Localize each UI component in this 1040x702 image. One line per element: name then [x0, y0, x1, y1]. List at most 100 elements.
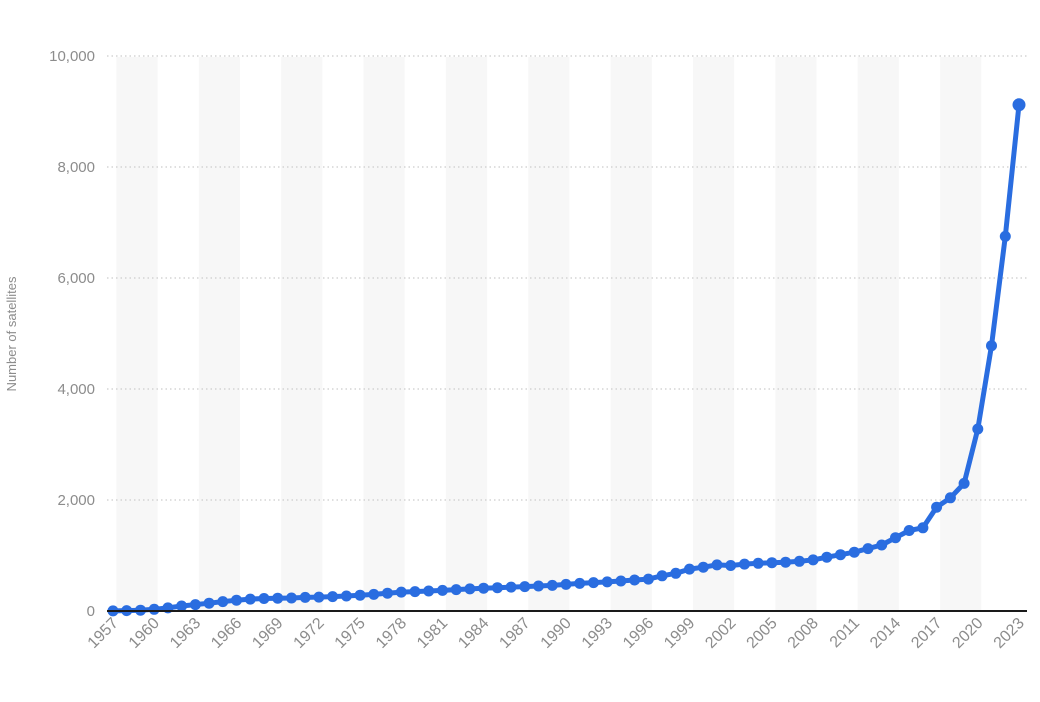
- data-point-1974[interactable]: [340, 590, 352, 602]
- background-band: [528, 57, 570, 611]
- data-point-2016[interactable]: [917, 522, 929, 534]
- data-point-1993[interactable]: [601, 576, 613, 588]
- data-point-2012[interactable]: [862, 543, 874, 555]
- data-point-2009[interactable]: [821, 551, 833, 563]
- background-band: [775, 57, 817, 611]
- data-point-2017[interactable]: [931, 501, 943, 513]
- data-point-1973[interactable]: [327, 591, 339, 603]
- x-tick-label: 1966: [208, 615, 245, 652]
- x-tick-label: 2014: [867, 615, 904, 652]
- x-tick-label: 2002: [702, 615, 739, 652]
- y-tick-label: 10,000: [49, 48, 95, 65]
- x-tick-label: 1987: [496, 615, 533, 652]
- data-point-1976[interactable]: [368, 588, 380, 600]
- data-point-2008[interactable]: [807, 554, 819, 566]
- data-point-1965[interactable]: [217, 596, 229, 608]
- y-tick-label: 0: [87, 603, 95, 620]
- data-point-1975[interactable]: [354, 589, 366, 601]
- data-point-1977[interactable]: [382, 587, 393, 599]
- data-point-2007[interactable]: [793, 555, 805, 567]
- data-point-1991[interactable]: [574, 577, 586, 589]
- data-point-1972[interactable]: [313, 591, 325, 603]
- x-tick-label: 1975: [332, 615, 369, 652]
- x-tick-label: 1972: [291, 615, 328, 652]
- data-point-1982[interactable]: [450, 584, 462, 596]
- data-point-1987[interactable]: [519, 581, 531, 593]
- y-axis-tick-labels: 0 2,000 4,000 6,000 8,000 10,000: [49, 48, 95, 620]
- data-point-2002[interactable]: [725, 560, 737, 571]
- data-point-1994[interactable]: [615, 575, 627, 587]
- data-point-1999[interactable]: [684, 563, 695, 575]
- gridlines: [107, 55, 1027, 501]
- data-point-2023[interactable]: [1012, 98, 1026, 112]
- data-point-1963[interactable]: [189, 599, 201, 611]
- x-tick-label: 2005: [744, 615, 781, 652]
- x-tick-label: 1981: [414, 615, 451, 652]
- x-tick-label: 2011: [827, 615, 863, 651]
- background-band: [857, 57, 899, 611]
- data-point-1985[interactable]: [491, 582, 503, 594]
- data-point-1980[interactable]: [423, 585, 435, 597]
- y-tick-label: 4,000: [57, 381, 95, 398]
- background-band: [281, 57, 323, 611]
- x-tick-label: 2020: [949, 615, 986, 652]
- data-point-2018[interactable]: [944, 492, 956, 504]
- y-axis-title: Number of satellites: [4, 276, 19, 391]
- data-point-2011[interactable]: [848, 546, 860, 558]
- data-point-1969[interactable]: [272, 592, 284, 604]
- data-point-1960[interactable]: [148, 603, 160, 615]
- data-point-1971[interactable]: [299, 591, 311, 603]
- data-point-1979[interactable]: [409, 586, 421, 598]
- background-band: [692, 57, 735, 611]
- x-tick-label: 1984: [455, 615, 492, 652]
- data-point-1970[interactable]: [286, 592, 297, 604]
- data-point-1981[interactable]: [437, 584, 448, 596]
- x-tick-label: 1957: [85, 615, 122, 652]
- data-point-1992[interactable]: [588, 577, 599, 589]
- data-point-1967[interactable]: [244, 593, 256, 605]
- data-point-2013[interactable]: [876, 539, 888, 551]
- data-point-2019[interactable]: [958, 477, 970, 489]
- data-point-2015[interactable]: [903, 525, 915, 536]
- data-point-1962[interactable]: [176, 600, 188, 612]
- data-point-1990[interactable]: [560, 578, 572, 590]
- x-tick-label: 2017: [908, 615, 945, 652]
- data-point-2006[interactable]: [780, 556, 792, 568]
- background-band: [198, 57, 240, 611]
- data-point-1997[interactable]: [656, 570, 668, 582]
- background-bands: [116, 57, 982, 611]
- data-point-1983[interactable]: [464, 583, 476, 595]
- data-point-2020[interactable]: [972, 423, 984, 435]
- y-tick-label: 2,000: [57, 492, 95, 509]
- data-point-1984[interactable]: [478, 582, 490, 594]
- background-band: [940, 57, 982, 611]
- data-point-1986[interactable]: [505, 581, 517, 593]
- data-point-1968[interactable]: [258, 593, 270, 604]
- data-point-1988[interactable]: [533, 580, 544, 592]
- y-tick-label: 6,000: [57, 270, 95, 287]
- data-point-2022[interactable]: [999, 230, 1011, 242]
- background-band: [610, 57, 652, 611]
- data-point-2014[interactable]: [890, 532, 901, 544]
- data-point-2000[interactable]: [697, 561, 709, 573]
- data-point-1989[interactable]: [546, 579, 558, 591]
- data-point-2005[interactable]: [766, 557, 778, 569]
- x-tick-label: 1996: [620, 615, 657, 652]
- data-point-1964[interactable]: [203, 597, 215, 609]
- data-point-2010[interactable]: [835, 549, 846, 561]
- data-point-2003[interactable]: [739, 558, 750, 570]
- data-point-1995[interactable]: [629, 574, 641, 586]
- x-tick-label: 1963: [167, 615, 204, 652]
- background-band: [445, 57, 488, 611]
- data-point-1978[interactable]: [395, 586, 407, 598]
- data-point-2001[interactable]: [711, 559, 723, 571]
- x-tick-label: 1978: [373, 615, 410, 652]
- x-tick-label: 1999: [661, 615, 698, 652]
- data-point-1998[interactable]: [670, 567, 682, 579]
- data-point-2021[interactable]: [986, 340, 997, 352]
- data-point-2004[interactable]: [752, 557, 764, 569]
- data-point-1996[interactable]: [642, 573, 654, 585]
- data-point-1966[interactable]: [231, 594, 242, 606]
